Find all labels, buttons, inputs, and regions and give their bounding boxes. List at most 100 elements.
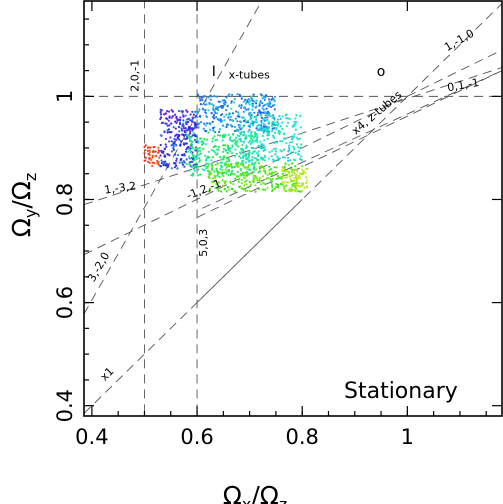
scatter-point: [159, 154, 162, 157]
scatter-point: [204, 129, 207, 133]
scatter-point: [250, 95, 253, 98]
scatter-point: [281, 121, 284, 124]
scatter-point: [224, 144, 227, 147]
scatter-point: [283, 165, 286, 169]
scatter-point: [258, 128, 261, 131]
scatter-point: [265, 125, 268, 128]
scatter-point: [283, 156, 286, 159]
scatter-point: [189, 130, 192, 133]
scatter-point: [189, 143, 192, 146]
scatter-point: [144, 149, 147, 152]
scatter-point: [235, 152, 238, 155]
scatter-point: [291, 171, 294, 174]
scatter-point: [181, 161, 184, 164]
scatter-point: [293, 158, 296, 161]
scatter-point: [212, 180, 215, 183]
scatter-point: [250, 116, 253, 119]
scatter-point: [189, 132, 192, 135]
scatter-point: [300, 143, 303, 146]
scatter-point: [179, 116, 182, 119]
scatter-point: [261, 175, 265, 178]
scatter-point: [300, 155, 303, 158]
scatter-point: [273, 127, 276, 130]
scatter-point: [214, 163, 217, 166]
scatter-point: [293, 120, 296, 123]
scatter-point: [251, 135, 254, 138]
scatter-point: [186, 118, 189, 121]
scatter-point: [175, 138, 178, 141]
scatter-point: [237, 111, 240, 114]
scatter-point: [269, 102, 272, 105]
scatter-point: [289, 175, 292, 178]
scatter-point: [219, 100, 222, 103]
scatter-point: [249, 142, 252, 146]
scatter-point: [195, 162, 198, 165]
scatter-point: [293, 124, 296, 127]
scatter-point: [220, 190, 223, 193]
reference-line-label: 5,0,3: [197, 229, 210, 257]
scatter-point: [268, 133, 271, 136]
scatter-point: [223, 135, 226, 138]
scatter-point: [215, 138, 219, 141]
scatter-point: [293, 171, 296, 175]
scatter-point: [293, 148, 296, 151]
scatter-point: [178, 138, 181, 141]
reference-line: [202, 70, 503, 209]
scatter-point: [143, 159, 146, 162]
scatter-point: [297, 182, 301, 185]
scatter-point: [160, 109, 163, 112]
marker-label: I: [212, 64, 216, 80]
scatter-point: [243, 184, 246, 187]
x-tick-label: 0.6: [180, 425, 213, 449]
scatter-point: [290, 151, 293, 154]
scatter-point: [274, 170, 278, 173]
scatter-point: [270, 181, 273, 184]
scatter-point: [193, 138, 197, 142]
scatter-point: [269, 168, 273, 171]
scatter-point: [175, 115, 178, 118]
scatter-point: [223, 162, 226, 165]
scatter-point: [190, 135, 193, 138]
y-axis-label-sub1: y: [21, 209, 40, 218]
scatter-point: [182, 114, 185, 117]
scatter-point: [276, 121, 279, 124]
scatter-point: [272, 158, 275, 161]
scatter-point: [151, 164, 154, 167]
scatter-point: [214, 186, 217, 190]
scatter-point: [260, 143, 263, 146]
scatter-point: [267, 105, 270, 108]
scatter-point: [208, 163, 211, 166]
scatter-point: [238, 93, 241, 96]
scatter-point: [226, 123, 229, 126]
scatter-point: [245, 146, 249, 149]
reference-line: [196, 70, 503, 218]
scatter-point: [168, 124, 171, 127]
scatter-point: [270, 149, 274, 152]
scatter-point: [176, 167, 179, 170]
scatter-point: [294, 123, 297, 126]
scatter-point: [203, 138, 206, 141]
scatter-point: [215, 106, 218, 109]
scatter-point: [248, 159, 251, 162]
scatter-point: [170, 109, 173, 112]
scatter-point: [266, 114, 269, 117]
scatter-point: [257, 150, 260, 153]
scatter-point: [264, 114, 267, 117]
scatter-point: [191, 140, 194, 143]
reference-line: [84, 49, 503, 256]
scatter-point: [242, 154, 245, 157]
scatter-point: [216, 174, 219, 177]
scatter-point: [294, 128, 297, 131]
scatter-point: [231, 140, 235, 143]
scatter-point: [270, 155, 273, 158]
scatter-point: [302, 170, 305, 173]
scatter-point: [146, 149, 149, 152]
scatter-point: [242, 163, 245, 166]
scatter-point: [259, 99, 262, 103]
scatter-point: [199, 98, 202, 102]
scatter-point: [223, 171, 226, 174]
scatter-point: [235, 110, 238, 113]
scatter-point: [242, 116, 245, 119]
tick-labels: 0.4 0.6 0.8 1 0.4 0.6 0.8 1: [53, 90, 414, 449]
